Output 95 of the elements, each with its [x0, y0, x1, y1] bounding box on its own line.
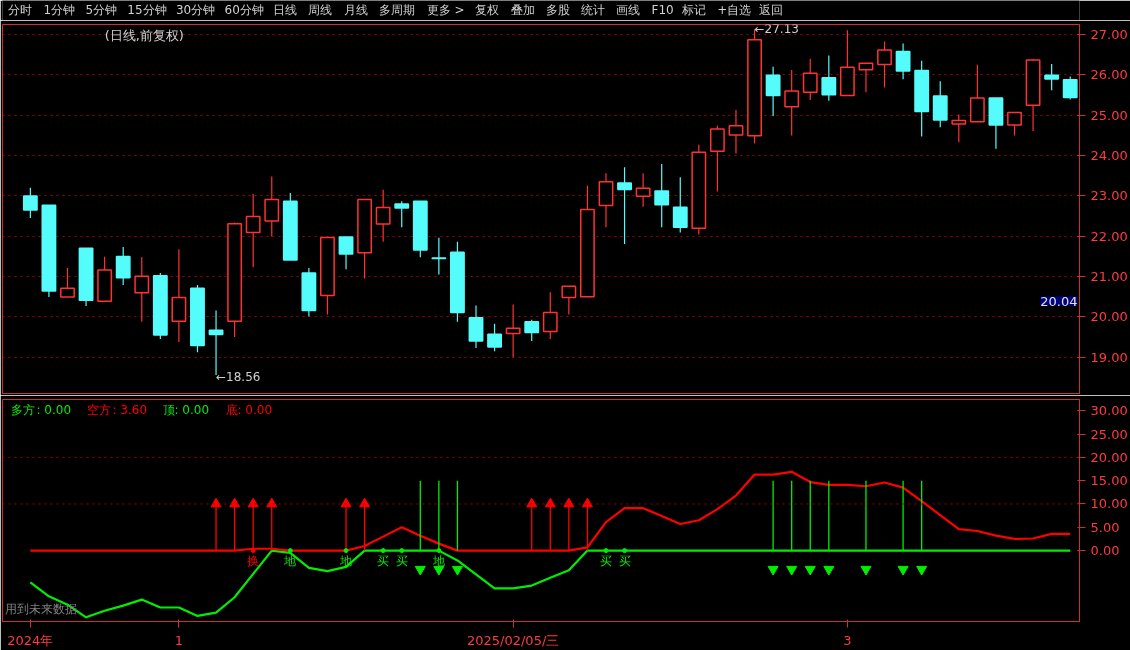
y-tick-label: 27.00	[1090, 27, 1128, 43]
candlestick	[654, 163, 670, 228]
text: 5分钟	[85, 2, 118, 17]
x-tick-label: 3	[843, 632, 852, 648]
candlestick	[245, 193, 261, 268]
candlestick	[598, 172, 614, 228]
annotation: 20.04	[1040, 293, 1078, 309]
candlestick	[505, 303, 521, 358]
candlestick	[431, 237, 447, 276]
annotation: ←27.13	[754, 22, 799, 37]
data-label: 换	[247, 553, 260, 568]
candlestick	[487, 323, 503, 352]
y-tick-label: 23.00	[1090, 188, 1128, 204]
candlestick	[969, 64, 985, 123]
text: 多方	[10, 402, 35, 417]
y-tick-label: 20.00	[1090, 449, 1128, 465]
line-series	[29, 470, 1072, 552]
candlestick	[115, 246, 131, 286]
text: 30分钟	[175, 2, 216, 17]
candlestick	[60, 267, 75, 298]
x-tick-label: 2025/02/05/三	[466, 632, 560, 648]
text: 60分钟	[224, 2, 264, 17]
candlestick	[617, 166, 632, 245]
candlestick	[858, 62, 874, 93]
text: +自选	[717, 2, 752, 17]
chart-title: (日线,前复权)	[104, 27, 184, 43]
candlestick	[895, 42, 911, 80]
text: 标记	[681, 2, 707, 17]
data-label: 买	[599, 553, 612, 568]
data-label: 地	[339, 553, 353, 568]
data-label: 地	[431, 553, 445, 568]
text: 返回	[759, 2, 784, 17]
y-tick-label: 20.00	[1090, 309, 1128, 325]
candlestick	[1007, 111, 1022, 136]
data-label: 买	[395, 553, 408, 568]
text: 周线	[308, 2, 333, 17]
candlestick	[134, 256, 150, 323]
y-tick-label: 19.00	[1090, 349, 1128, 365]
candlestick	[264, 175, 280, 238]
text: F10	[651, 2, 674, 17]
candlestick	[672, 176, 688, 234]
candlestick	[375, 189, 391, 243]
candlestick	[821, 54, 837, 102]
text: 更多 >	[426, 2, 465, 17]
candlestick	[635, 172, 651, 208]
text: 15分钟	[127, 2, 167, 17]
candlestick	[877, 40, 892, 89]
candlestick	[709, 125, 725, 193]
y-tick-label: 30.00	[1090, 403, 1128, 419]
annotation: 顶: 0.00	[162, 402, 210, 417]
text: 分时	[8, 2, 33, 17]
candlestick	[468, 304, 484, 349]
candlestick	[784, 69, 800, 136]
text: 统计	[581, 2, 606, 17]
y-tick-label: 25.00	[1090, 426, 1128, 442]
y-tick-label: 15.00	[1090, 473, 1128, 489]
candlestick	[171, 248, 187, 343]
text: 叠加	[510, 2, 535, 17]
data-label: 买	[618, 553, 631, 568]
x-tick-label: 2024年	[7, 632, 54, 648]
text: 多股	[545, 2, 570, 17]
y-tick-label: 10.00	[1090, 496, 1128, 512]
candlestick	[728, 109, 744, 155]
candlestick	[394, 200, 410, 228]
candlestick	[561, 285, 577, 316]
text: 画线	[616, 2, 641, 17]
candlestick	[951, 113, 967, 143]
candlestick	[338, 236, 354, 270]
candlestick	[22, 187, 38, 219]
y-tick-label: 21.00	[1090, 269, 1128, 285]
y-tick-label: 26.00	[1090, 67, 1128, 83]
data-label: 地	[283, 553, 297, 568]
annotation: : 0.00	[36, 402, 72, 417]
annotation: 底: 0.00	[225, 402, 273, 417]
candlestick	[1062, 75, 1078, 101]
y-tick-label: 22.00	[1090, 228, 1128, 244]
candlestick	[524, 319, 540, 342]
annotation: ←18.56	[216, 369, 261, 384]
data-label: 买	[377, 553, 390, 568]
text: 1分钟	[43, 2, 76, 17]
y-tick-label: 24.00	[1090, 148, 1128, 164]
candlestick	[765, 66, 781, 117]
y-tick-label: 5.00	[1090, 519, 1120, 535]
text: 日线	[273, 2, 298, 17]
text: 月线	[343, 2, 368, 17]
y-tick-label: 25.00	[1090, 107, 1128, 123]
candlestick	[802, 58, 818, 101]
annotation: : 3.60	[112, 402, 148, 417]
text: 多周期	[378, 2, 415, 17]
candlestick	[542, 291, 558, 340]
x-tick-label: 1	[174, 632, 184, 648]
candlestick	[1044, 63, 1060, 91]
text: 复权	[475, 2, 500, 17]
text: 空方	[86, 402, 111, 417]
y-tick-label: 0.00	[1090, 543, 1120, 559]
